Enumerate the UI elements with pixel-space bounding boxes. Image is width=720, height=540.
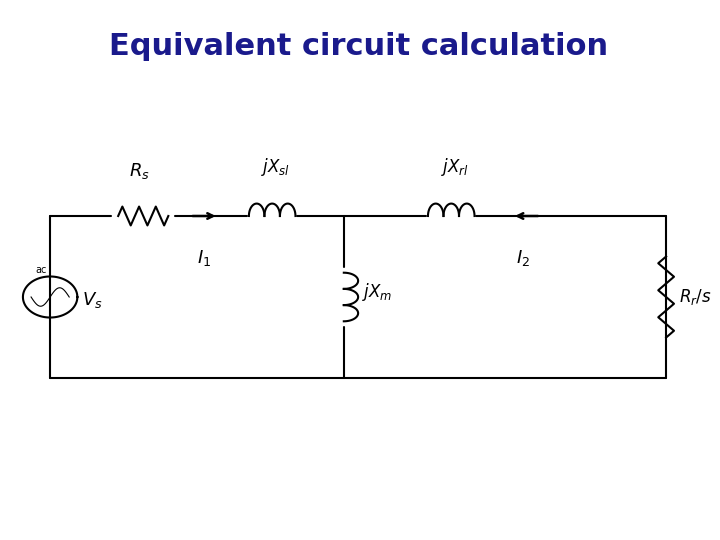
Text: $jX_{sl}$: $jX_{sl}$ <box>261 156 290 178</box>
Text: $jX_m$: $jX_m$ <box>361 281 392 302</box>
Text: $jX_{rl}$: $jX_{rl}$ <box>441 156 469 178</box>
Text: Equivalent circuit calculation: Equivalent circuit calculation <box>109 32 608 62</box>
Text: $I_2$: $I_2$ <box>516 248 530 268</box>
Text: $V_s$: $V_s$ <box>82 289 103 310</box>
Text: $R_s$: $R_s$ <box>130 161 150 181</box>
Text: ac: ac <box>36 265 48 275</box>
Text: $R_r/s$: $R_r/s$ <box>679 287 712 307</box>
Text: $I_1$: $I_1$ <box>197 248 211 268</box>
